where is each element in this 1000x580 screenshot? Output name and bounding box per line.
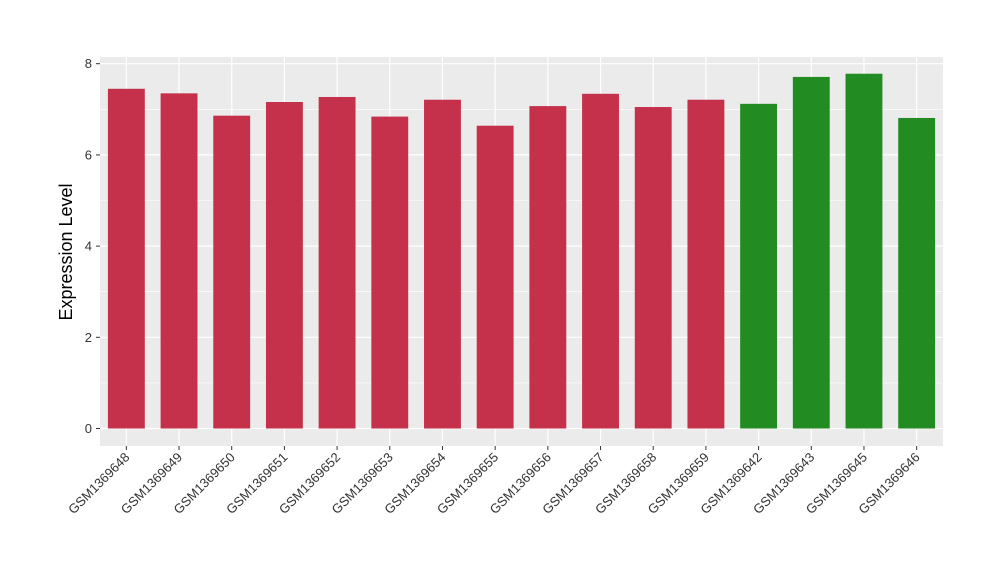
- y-tick-label: 2: [85, 330, 92, 345]
- bar-GSM1369654: [424, 99, 461, 429]
- bar-GSM1369659: [687, 99, 725, 429]
- bar-GSM1369656: [529, 106, 567, 429]
- bar-GSM1369649: [160, 93, 198, 429]
- bar-GSM1369657: [582, 93, 619, 429]
- bar-GSM1369655: [476, 125, 514, 429]
- bar-GSM1369643: [792, 76, 830, 429]
- bar-GSM1369651: [265, 102, 303, 429]
- y-tick-label: 0: [85, 421, 92, 436]
- y-tick-label: 8: [85, 56, 92, 71]
- bars: [107, 73, 936, 429]
- bar-GSM1369645: [845, 73, 883, 429]
- bar-GSM1369653: [371, 116, 409, 429]
- y-tick-label: 4: [85, 239, 92, 254]
- y-axis-title: Expression Level: [56, 183, 76, 320]
- bar-GSM1369646: [898, 117, 936, 429]
- bar-GSM1369658: [634, 107, 672, 429]
- bar-GSM1369648: [107, 88, 145, 429]
- bar-GSM1369642: [740, 103, 778, 429]
- bar-GSM1369650: [213, 115, 251, 429]
- y-axis: 0 2 4 6 8: [85, 56, 100, 436]
- y-tick-label: 6: [85, 147, 92, 162]
- bar-GSM1369652: [318, 96, 356, 429]
- x-axis: GSM1369648GSM1369649GSM1369650GSM1369651…: [65, 446, 923, 517]
